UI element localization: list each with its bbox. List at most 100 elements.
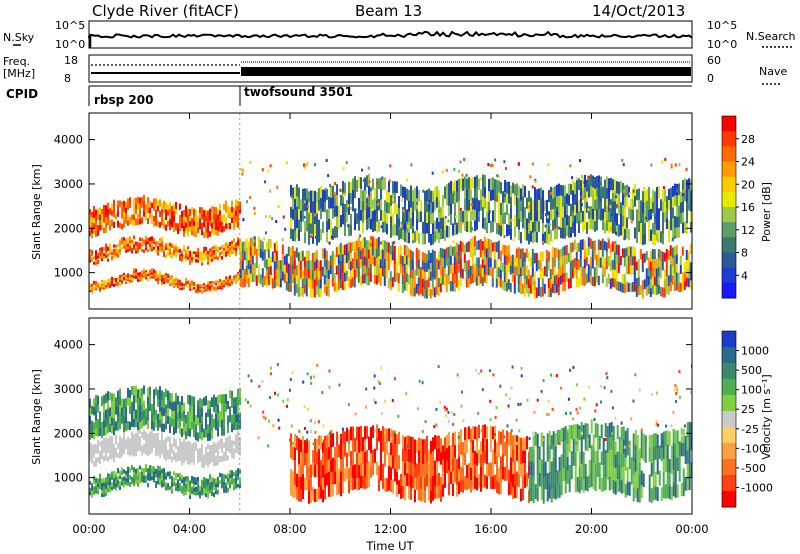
heatmap-cell — [227, 252, 229, 257]
heatmap-cell — [302, 199, 304, 212]
heatmap-cell — [674, 443, 677, 458]
heatmap-cell — [521, 266, 524, 276]
heatmap-cell — [265, 268, 268, 279]
heatmap-cell — [291, 371, 294, 375]
heatmap-cell — [147, 412, 149, 421]
heatmap-cell — [444, 229, 446, 242]
heatmap-cell — [237, 404, 239, 414]
heatmap-cell — [237, 440, 239, 446]
heatmap-cell — [155, 417, 157, 428]
heatmap-cell — [372, 199, 374, 211]
heatmap-cell — [387, 242, 390, 253]
heatmap-cell — [329, 431, 332, 435]
heatmap-cell — [237, 435, 239, 441]
heatmap-cell — [500, 481, 502, 494]
heatmap-cell — [540, 389, 543, 393]
heatmap-cell — [673, 387, 676, 391]
heatmap-cell — [675, 253, 678, 264]
heatmap-cell — [506, 204, 508, 215]
heatmap-cell — [394, 201, 396, 214]
heatmap-cell — [292, 198, 294, 210]
heatmap-cell — [161, 475, 163, 481]
heatmap-cell — [223, 442, 225, 448]
heatmap-cell — [441, 274, 444, 285]
heatmap-cell — [632, 198, 634, 210]
heatmap-cell — [89, 447, 91, 453]
heatmap-cell — [241, 172, 244, 176]
heatmap-cell — [217, 209, 219, 215]
heatmap-cell — [622, 183, 624, 195]
heatmap-cell — [131, 431, 133, 438]
heatmap-cell — [311, 270, 314, 280]
heatmap-cell — [406, 178, 409, 182]
heatmap-cell — [421, 278, 424, 288]
heatmap-cell — [532, 230, 534, 244]
heatmap-cell — [507, 279, 510, 290]
heatmap-cell — [235, 484, 237, 489]
heatmap-cell — [314, 212, 316, 225]
heatmap-cell — [656, 459, 659, 475]
heatmap-cell — [111, 424, 113, 434]
heatmap-cell — [350, 451, 352, 466]
heatmap-cell — [175, 408, 177, 418]
heatmap-cell — [209, 431, 211, 441]
heatmap-cell — [486, 451, 488, 464]
colorbar-tick-label: 8 — [741, 247, 748, 260]
heatmap-cell — [554, 433, 557, 447]
heatmap-cell — [189, 225, 191, 232]
heatmap-cell — [163, 281, 165, 285]
heatmap-cell — [474, 450, 476, 464]
heatmap-cell — [520, 188, 522, 201]
heatmap-cell — [486, 426, 488, 440]
heatmap-cell — [103, 427, 105, 436]
heatmap-cell — [185, 422, 187, 432]
heatmap-cell — [121, 477, 123, 483]
heatmap-cell — [359, 276, 362, 286]
heatmap-cell — [235, 448, 237, 453]
heatmap-cell — [119, 481, 121, 487]
heatmap-cell — [464, 427, 466, 441]
heatmap-cell — [139, 412, 141, 422]
heatmap-cell — [133, 270, 135, 273]
heatmap-cell — [153, 203, 155, 211]
heatmap-cell — [523, 259, 526, 271]
heatmap-cell — [268, 419, 270, 423]
heatmap-cell — [623, 237, 626, 241]
heatmap-cell — [219, 225, 221, 232]
heatmap-cell — [659, 269, 662, 279]
heatmap-cell — [592, 186, 594, 199]
heatmap-cell — [418, 486, 420, 501]
heatmap-cell — [147, 437, 149, 443]
heatmap-cell — [485, 238, 488, 249]
heatmap-cell — [460, 210, 462, 223]
heatmap-cell — [452, 239, 455, 243]
heatmap-cell — [185, 490, 187, 495]
heatmap-cell — [223, 481, 225, 486]
heatmap-cell — [331, 235, 334, 239]
heatmap-cell — [211, 284, 213, 287]
heatmap-cell — [463, 244, 466, 254]
heatmap-cell — [578, 425, 581, 441]
heatmap-cell — [443, 257, 446, 268]
heatmap-cell — [161, 482, 163, 488]
heatmap-cell — [123, 432, 125, 437]
heatmap-cell — [546, 413, 548, 416]
heatmap-cell — [97, 485, 99, 491]
heatmap-cell — [193, 283, 195, 286]
heatmap-cell — [358, 177, 360, 189]
heatmap-cell — [662, 221, 664, 234]
heatmap-cell — [233, 224, 235, 231]
heatmap-cell — [296, 227, 298, 239]
heatmap-cell — [612, 479, 615, 494]
heatmap-cell — [518, 436, 520, 450]
y-tick-label: 1000 — [54, 266, 83, 280]
heatmap-cell — [686, 462, 689, 477]
heatmap-cell — [552, 445, 555, 459]
heatmap-cell — [243, 269, 246, 278]
heatmap-cell — [117, 398, 119, 407]
heatmap-cell — [424, 489, 426, 503]
heatmap-cell — [117, 390, 119, 399]
heatmap-cell — [262, 410, 265, 414]
heatmap-cell — [111, 450, 113, 455]
heatmap-cell — [197, 257, 199, 260]
